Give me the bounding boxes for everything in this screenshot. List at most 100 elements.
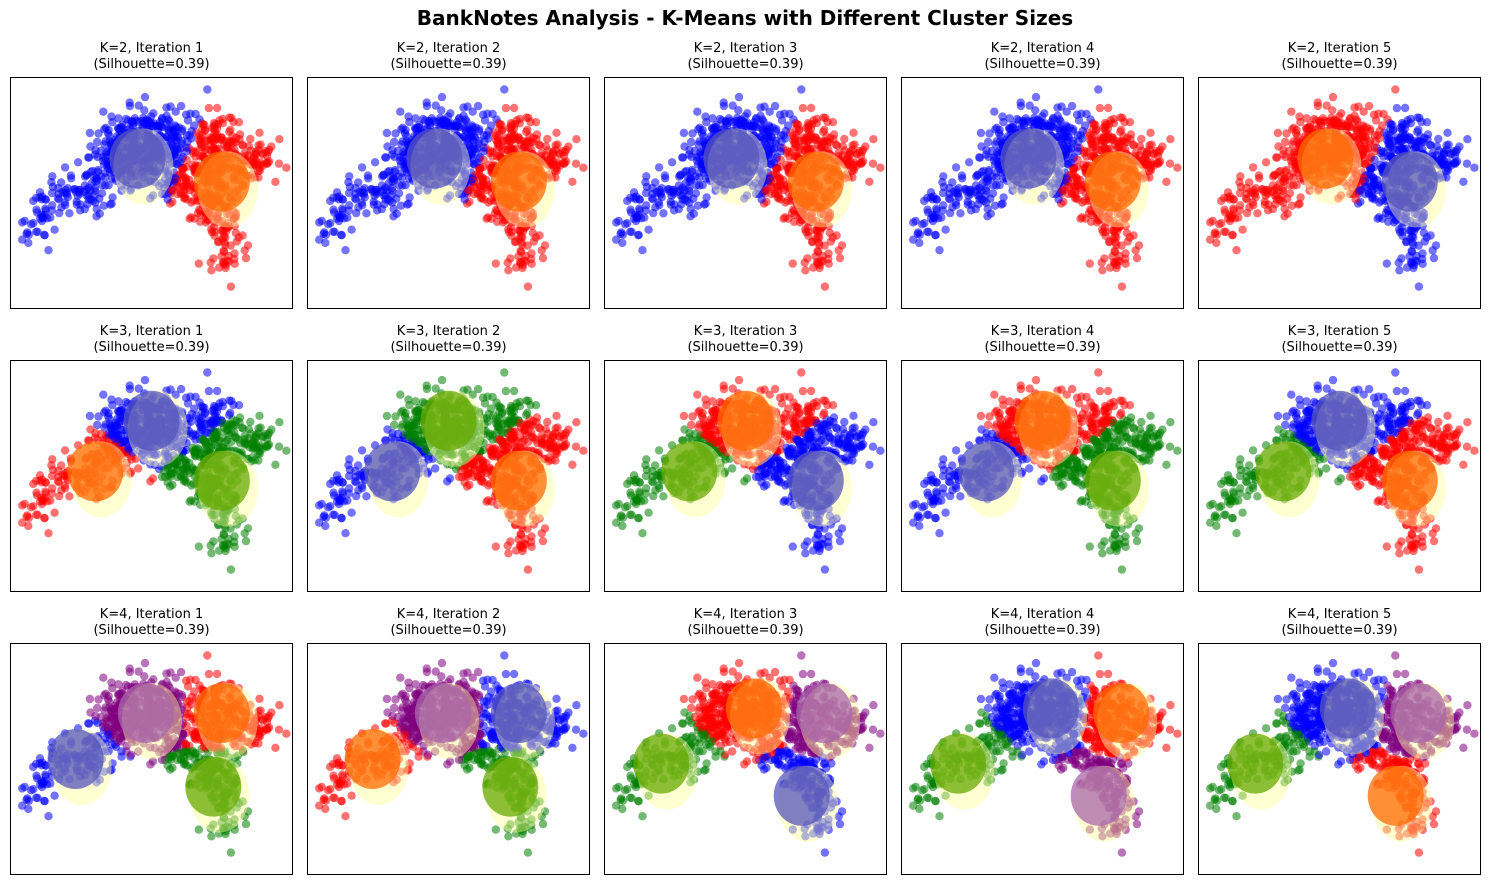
data-point	[766, 159, 775, 169]
data-point	[991, 140, 1000, 149]
data-point	[537, 246, 546, 255]
data-point	[1420, 237, 1429, 246]
centroid-ellipse	[109, 128, 166, 189]
data-point	[1389, 212, 1398, 221]
centroid-ellipse	[787, 151, 844, 212]
data-point	[686, 204, 695, 214]
data-point	[1123, 237, 1132, 246]
data-point	[397, 125, 406, 134]
data-point	[990, 201, 1000, 210]
data-point	[538, 253, 548, 263]
data-point	[759, 117, 768, 126]
data-point	[431, 101, 440, 110]
data-point	[824, 221, 833, 231]
data-point	[1166, 135, 1175, 144]
data-point	[1217, 219, 1226, 228]
data-point	[1336, 191, 1346, 200]
data-point	[1280, 212, 1289, 221]
data-point	[145, 119, 154, 128]
data-point	[1355, 186, 1364, 195]
data-point	[498, 212, 507, 221]
data-point	[457, 183, 466, 193]
data-point	[370, 191, 379, 200]
data-point	[931, 231, 940, 240]
data-point	[1212, 238, 1221, 248]
subplot-k2-iter5: K=2, Iteration 5 (Silhouette=0.39)	[1198, 39, 1481, 309]
subplot-title: K=3, Iteration 1	[99, 324, 204, 339]
data-point	[551, 141, 560, 150]
data-point	[1144, 160, 1153, 169]
data-point	[997, 200, 1006, 209]
data-point	[770, 101, 780, 111]
data-point	[975, 153, 984, 162]
data-point	[182, 147, 191, 156]
data-point	[437, 92, 447, 102]
data-point	[568, 177, 577, 186]
data-point	[623, 196, 632, 206]
data-point	[1234, 213, 1243, 222]
data-point	[823, 214, 833, 223]
data-point	[398, 181, 407, 190]
data-point	[800, 140, 809, 150]
data-point	[1095, 103, 1105, 113]
scatter-svg	[909, 85, 1182, 291]
data-point	[224, 251, 233, 261]
data-point	[635, 206, 644, 215]
data-point	[69, 185, 79, 194]
data-point	[939, 182, 949, 192]
data-point	[1101, 227, 1110, 237]
data-point	[201, 212, 210, 221]
data-point	[743, 109, 752, 118]
data-point	[1063, 159, 1072, 169]
data-point	[1398, 125, 1407, 135]
data-point	[667, 191, 676, 200]
data-point	[48, 201, 57, 210]
data-point	[47, 188, 57, 198]
data-point	[93, 167, 103, 176]
data-point	[226, 125, 235, 134]
data-point	[1443, 128, 1452, 137]
data-point	[541, 151, 550, 160]
data-point	[852, 150, 862, 159]
data-point	[681, 178, 691, 188]
data-point	[1254, 171, 1264, 180]
data-point	[840, 134, 849, 144]
data-point	[518, 233, 527, 242]
data-point	[1333, 119, 1342, 128]
data-point	[1225, 195, 1234, 204]
data-point	[106, 200, 115, 209]
data-point	[1413, 113, 1422, 122]
data-point	[1039, 191, 1049, 200]
data-point	[801, 266, 810, 275]
data-point	[1105, 144, 1114, 153]
data-point	[747, 121, 757, 130]
data-point	[785, 109, 794, 119]
data-point	[964, 191, 973, 200]
data-point	[1145, 173, 1154, 182]
data-point	[1370, 147, 1379, 156]
data-point	[798, 103, 808, 113]
data-point	[1391, 85, 1400, 94]
data-point	[357, 163, 367, 172]
data-point	[504, 266, 513, 275]
data-point	[246, 134, 255, 144]
data-point	[794, 120, 803, 129]
data-point	[693, 201, 703, 210]
data-point	[1082, 147, 1091, 157]
data-point	[93, 137, 102, 147]
data-point	[221, 233, 230, 242]
data-point	[858, 157, 868, 166]
data-point	[623, 219, 632, 228]
data-point	[957, 171, 967, 180]
data-point	[389, 212, 398, 221]
data-point	[396, 107, 405, 116]
subplot-title: K=2, Iteration 4	[990, 41, 1095, 56]
data-point	[1459, 177, 1468, 186]
data-point	[177, 189, 186, 198]
data-point	[1287, 107, 1296, 116]
data-point	[223, 143, 232, 152]
data-point	[114, 123, 123, 133]
data-point	[1117, 125, 1126, 134]
data-point	[1284, 146, 1294, 156]
data-point	[382, 128, 392, 138]
